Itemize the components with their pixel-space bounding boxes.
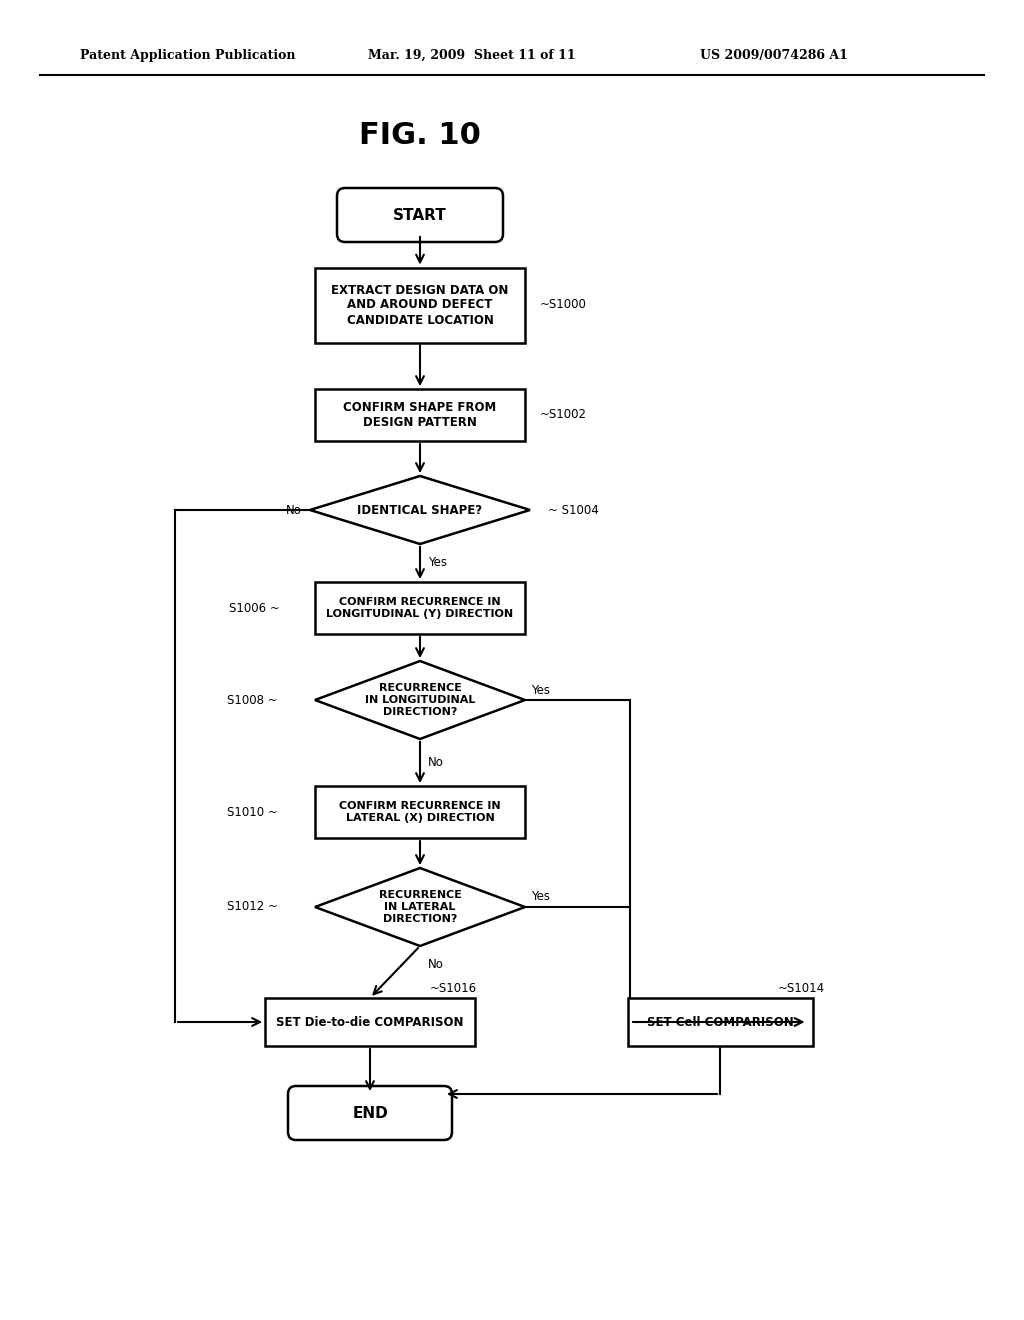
Text: Yes: Yes — [531, 684, 550, 697]
Polygon shape — [315, 661, 525, 739]
Text: ~S1014: ~S1014 — [778, 982, 825, 995]
Text: ~S1000: ~S1000 — [540, 298, 587, 312]
Text: CONFIRM RECURRENCE IN
LONGITUDINAL (Y) DIRECTION: CONFIRM RECURRENCE IN LONGITUDINAL (Y) D… — [327, 597, 514, 619]
Bar — [265, 998, 475, 1045]
Text: Mar. 19, 2009  Sheet 11 of 11: Mar. 19, 2009 Sheet 11 of 11 — [368, 49, 575, 62]
Text: S1012 ~: S1012 ~ — [227, 900, 278, 913]
Bar — [315, 785, 525, 838]
Bar — [315, 582, 525, 634]
Text: FIG. 10: FIG. 10 — [359, 120, 481, 149]
Text: Yes: Yes — [531, 891, 550, 903]
Text: US 2009/0074286 A1: US 2009/0074286 A1 — [700, 49, 848, 62]
Bar — [628, 998, 812, 1045]
Text: S1006 ~: S1006 ~ — [229, 602, 280, 615]
Text: SET Die-to-die COMPARISON: SET Die-to-die COMPARISON — [276, 1015, 464, 1028]
Text: No: No — [286, 503, 302, 516]
Text: No: No — [428, 756, 443, 770]
Polygon shape — [315, 869, 525, 946]
Polygon shape — [310, 477, 530, 544]
Text: Yes: Yes — [428, 557, 447, 569]
FancyBboxPatch shape — [288, 1086, 452, 1140]
Text: No: No — [428, 958, 443, 972]
Text: ~ S1004: ~ S1004 — [548, 503, 599, 516]
FancyBboxPatch shape — [337, 187, 503, 242]
Text: S1008 ~: S1008 ~ — [227, 693, 278, 706]
Text: END: END — [352, 1106, 388, 1121]
Text: ~S1016: ~S1016 — [430, 982, 477, 995]
Text: Patent Application Publication: Patent Application Publication — [80, 49, 296, 62]
Text: ~S1002: ~S1002 — [540, 408, 587, 421]
Bar — [315, 389, 525, 441]
Text: RECURRENCE
IN LONGITUDINAL
DIRECTION?: RECURRENCE IN LONGITUDINAL DIRECTION? — [365, 684, 475, 717]
Text: RECURRENCE
IN LATERAL
DIRECTION?: RECURRENCE IN LATERAL DIRECTION? — [379, 891, 462, 924]
Text: IDENTICAL SHAPE?: IDENTICAL SHAPE? — [357, 503, 482, 516]
Text: START: START — [393, 207, 446, 223]
Text: S1010 ~: S1010 ~ — [227, 805, 278, 818]
Text: CONFIRM SHAPE FROM
DESIGN PATTERN: CONFIRM SHAPE FROM DESIGN PATTERN — [343, 401, 497, 429]
Text: EXTRACT DESIGN DATA ON
AND AROUND DEFECT
CANDIDATE LOCATION: EXTRACT DESIGN DATA ON AND AROUND DEFECT… — [332, 284, 509, 326]
Text: SET Cell COMPARISON: SET Cell COMPARISON — [646, 1015, 794, 1028]
Bar — [315, 268, 525, 342]
Text: CONFIRM RECURRENCE IN
LATERAL (X) DIRECTION: CONFIRM RECURRENCE IN LATERAL (X) DIRECT… — [339, 801, 501, 822]
